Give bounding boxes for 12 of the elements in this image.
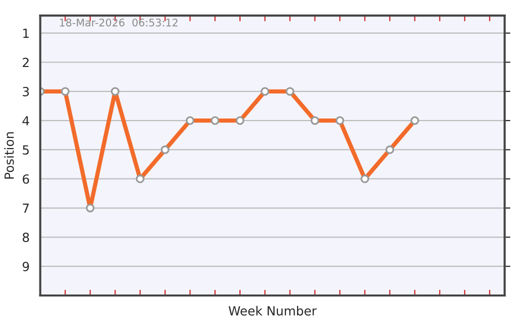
annotation: 18-Mar-2026 06:53:12 — [60, 18, 178, 26]
y-axis-title: Position — [4, 132, 14, 179]
y-tick-label: 2 — [22, 58, 29, 67]
y-tick-label: 1 — [23, 28, 29, 38]
y-tick-label: 8 — [22, 232, 29, 242]
y-tick-label: 3 — [22, 86, 29, 96]
y-tick-label: 4 — [22, 116, 30, 126]
y-tick-label: 5 — [22, 145, 29, 155]
y-tick-label: 9 — [22, 262, 29, 272]
x-axis-title: Week Number — [228, 306, 317, 316]
y-tick-label: 6 — [22, 174, 30, 184]
y-tick-label: 7 — [22, 204, 29, 213]
